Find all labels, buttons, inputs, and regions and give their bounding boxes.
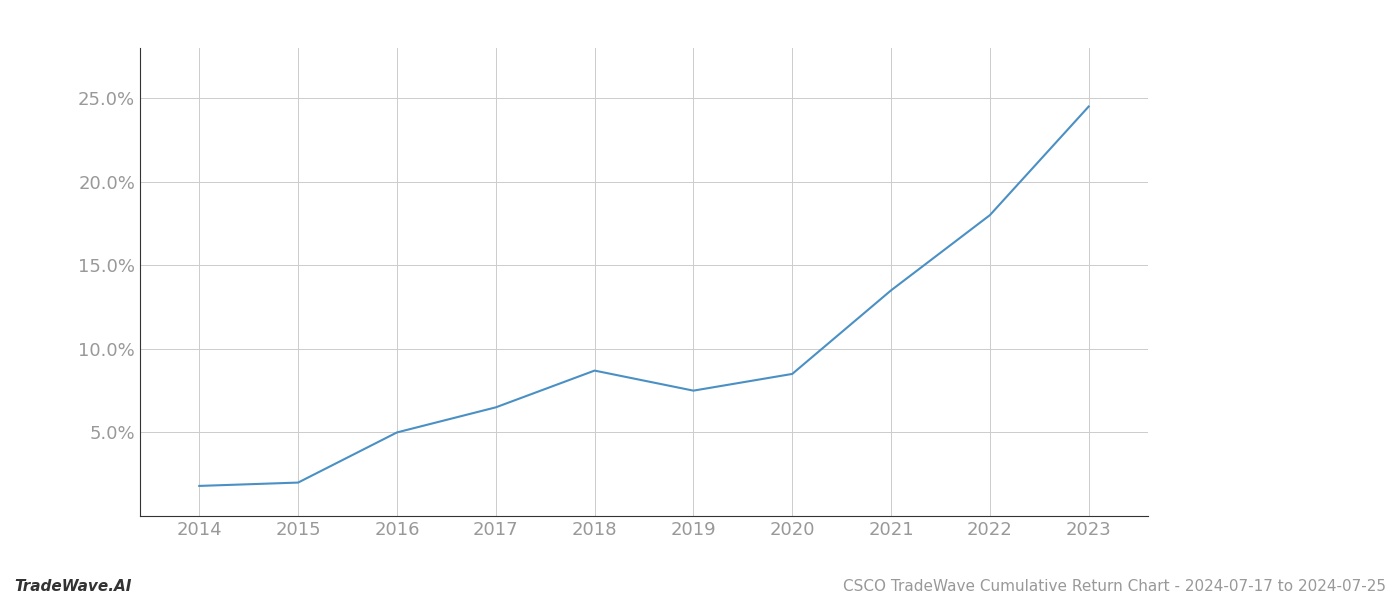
- Text: CSCO TradeWave Cumulative Return Chart - 2024-07-17 to 2024-07-25: CSCO TradeWave Cumulative Return Chart -…: [843, 579, 1386, 594]
- Text: TradeWave.AI: TradeWave.AI: [14, 579, 132, 594]
